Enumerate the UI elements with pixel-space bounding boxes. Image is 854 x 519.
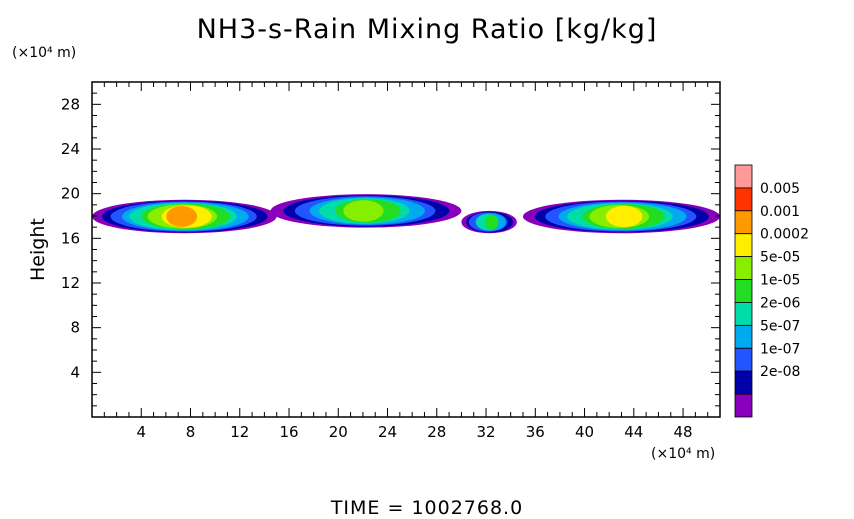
x-tick-label: 8 — [186, 423, 196, 441]
cloud-region-small-cloud — [461, 210, 517, 234]
colorbar-swatch — [734, 187, 753, 212]
colorbar-swatch — [734, 256, 753, 280]
contour-band — [166, 206, 198, 227]
colorbar-label: 2e-06 — [760, 295, 800, 311]
time-label: TIME — [330, 497, 381, 519]
time-value: 1002768.0 — [411, 497, 524, 519]
x-tick-label: 12 — [230, 423, 249, 441]
colorbar-label: 1e-07 — [760, 341, 800, 357]
plot-frame — [91, 81, 721, 418]
colorbar-swatch — [734, 302, 753, 326]
colorbar-label: 1e-05 — [760, 273, 800, 289]
y-tick-label: 12 — [61, 274, 80, 292]
cloud-region-left-cloud — [91, 199, 277, 234]
colorbar-label: 0.005 — [760, 181, 800, 197]
contour-band — [343, 200, 384, 222]
colorbar-swatch — [734, 210, 753, 235]
y-tick-label: 28 — [61, 95, 80, 113]
x-tick-label: 4 — [136, 423, 146, 441]
y-tick-label: 4 — [70, 363, 80, 381]
time-readout: TIME = 1002768.0 — [330, 497, 524, 519]
y-axis-unit: (×10⁴ m) — [12, 45, 77, 61]
x-tick-label: 36 — [526, 423, 545, 441]
contour-band — [484, 214, 499, 230]
colorbar-swatch — [734, 233, 753, 258]
colorbar-swatch — [734, 324, 753, 349]
colorbar-swatch — [734, 370, 753, 395]
x-tick-label: 28 — [427, 423, 446, 441]
x-tick-label: 40 — [575, 423, 594, 441]
x-tick-label: 20 — [329, 423, 348, 441]
cloud-region-right-cloud — [522, 199, 720, 234]
y-tick-label: 8 — [70, 319, 80, 337]
y-tick-label: 24 — [61, 140, 80, 158]
colorbar-label: 0.001 — [760, 204, 800, 220]
colorbar-label: 0.0002 — [760, 227, 809, 243]
y-tick-label: 16 — [61, 229, 80, 247]
cloud-region-middle-cloud — [270, 194, 462, 228]
x-tick-label: 24 — [378, 423, 397, 441]
colorbar-swatch — [734, 279, 753, 303]
colorbar-label: 5e-07 — [760, 318, 800, 334]
chart-title: NH3-s-Rain Mixing Ratio [kg/kg] — [196, 14, 658, 45]
x-tick-label: 32 — [476, 423, 495, 441]
colorbar-swatch — [734, 164, 753, 189]
colorbar-label: 2e-08 — [760, 364, 800, 380]
contour-band — [605, 205, 643, 228]
x-tick-label: 44 — [624, 423, 643, 441]
colorbar-swatch — [734, 347, 753, 372]
colorbar-label: 5e-05 — [760, 250, 800, 266]
x-axis-unit: (×10⁴ m) — [651, 446, 716, 462]
colorbar-swatch — [734, 393, 753, 418]
x-tick-label: 16 — [279, 423, 298, 441]
y-tick-label: 20 — [61, 185, 80, 203]
x-tick-label: 48 — [674, 423, 693, 441]
